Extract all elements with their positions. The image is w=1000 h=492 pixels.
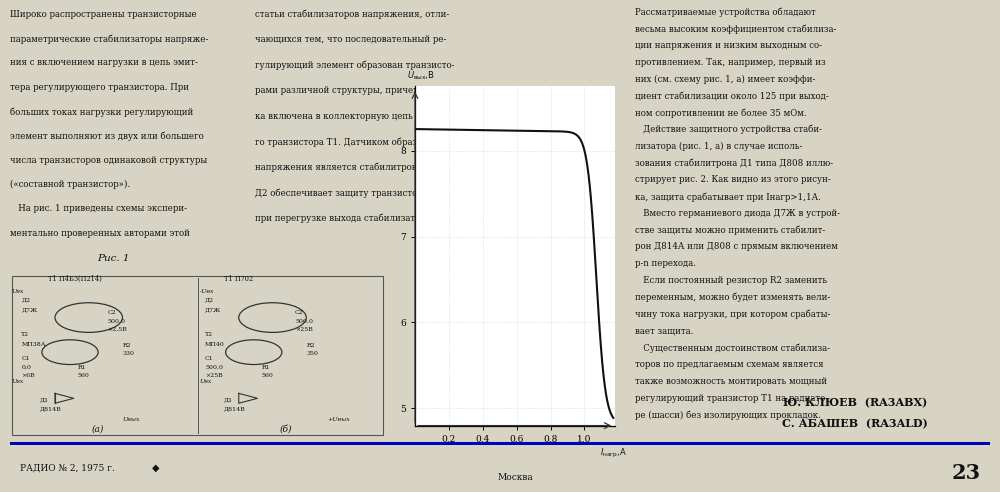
Text: стве защиты можно применить стабилит-: стве защиты можно применить стабилит-: [635, 226, 825, 235]
Text: Рис. 1: Рис. 1: [97, 254, 130, 263]
Text: рон Д814А или Д808 с прямым включением: рон Д814А или Д808 с прямым включением: [635, 243, 838, 251]
Text: рами различной структуры, причем нагруз-: рами различной структуры, причем нагруз-: [255, 87, 456, 95]
Text: Uвых: Uвых: [122, 417, 140, 423]
Text: $U_{\sf вых}$,В: $U_{\sf вых}$,В: [407, 69, 434, 82]
Text: T2: T2: [21, 332, 29, 337]
Text: элемент выполняют из двух или большего: элемент выполняют из двух или большего: [10, 131, 204, 141]
Text: вает защита.: вает защита.: [635, 326, 693, 336]
Text: 500,0: 500,0: [108, 318, 126, 324]
Text: чающихся тем, что последовательный ре-: чающихся тем, что последовательный ре-: [255, 35, 446, 44]
Text: 330: 330: [122, 351, 134, 357]
Text: торов по предлагаемым схемам является: торов по предлагаемым схемам является: [635, 360, 824, 369]
Text: T1 П702: T1 П702: [224, 276, 253, 283]
Text: Д2 обеспечивает защиту транзистора Т1: Д2 обеспечивает защиту транзистора Т1: [255, 188, 442, 198]
Text: ка включена в коллекторную цепь мощно-: ка включена в коллекторную цепь мощно-: [255, 112, 449, 121]
Text: R2: R2: [122, 343, 131, 348]
Text: 500,0: 500,0: [295, 318, 313, 324]
Text: 560: 560: [78, 373, 89, 378]
Text: напряжения является стабилитрон Д1, диод: напряжения является стабилитрон Д1, диод: [255, 163, 460, 172]
Text: МП38А: МП38А: [21, 341, 46, 346]
Text: ре (шасси) без изолирующих прокладок.: ре (шасси) без изолирующих прокладок.: [635, 410, 821, 420]
Text: зования стабилитрона Д1 типа Д808 иллю-: зования стабилитрона Д1 типа Д808 иллю-: [635, 158, 833, 168]
Text: C2: C2: [108, 310, 116, 315]
Text: +Uвых: +Uвых: [327, 417, 350, 423]
Text: регулирующий транзистор Т1 на радиато-: регулирующий транзистор Т1 на радиато-: [635, 394, 828, 402]
Text: На рис. 1 приведены схемы экспери-: На рис. 1 приведены схемы экспери-: [10, 205, 187, 214]
Text: T2: T2: [205, 332, 213, 337]
Text: ментально проверенных авторами этой: ментально проверенных авторами этой: [10, 229, 190, 238]
Text: тера регулирующего транзистора. При: тера регулирующего транзистора. При: [10, 83, 189, 92]
Text: ка, защита срабатывает при Iнагр>1,1А.: ка, защита срабатывает при Iнагр>1,1А.: [635, 192, 821, 202]
Text: го транзистора Т1. Датчиком образцового: го транзистора Т1. Датчиком образцового: [255, 137, 447, 147]
Text: переменным, можно будет изменять вели-: переменным, можно будет изменять вели-: [635, 293, 830, 302]
Text: («составной транзистор»).: («составной транзистор»).: [10, 180, 130, 189]
Text: ×25В: ×25В: [295, 327, 313, 332]
Text: гулирующий элемент образован транзисто-: гулирующий элемент образован транзисто-: [255, 61, 454, 70]
Text: ции напряжения и низким выходным со-: ции напряжения и низким выходным со-: [635, 41, 822, 50]
Text: лизатора (рис. 1, а) в случае исполь-: лизатора (рис. 1, а) в случае исполь-: [635, 142, 802, 151]
Text: Д7Ж: Д7Ж: [21, 307, 38, 312]
Text: Рассматриваемые устройства обладают: Рассматриваемые устройства обладают: [635, 7, 816, 17]
Text: 23: 23: [951, 463, 980, 483]
Text: (а): (а): [92, 424, 104, 433]
Text: них (см. схему рис. 1, а) имеет коэффи-: них (см. схему рис. 1, а) имеет коэффи-: [635, 74, 815, 84]
Text: T1 П4БЗ(П214): T1 П4БЗ(П214): [48, 276, 101, 283]
Text: Д1: Д1: [224, 398, 233, 402]
Text: Д7Ж: Д7Ж: [205, 307, 221, 312]
Text: Широко распространены транзисторные: Широко распространены транзисторные: [10, 10, 197, 19]
Text: Д814В: Д814В: [224, 406, 245, 411]
Text: Д1: Д1: [40, 398, 49, 402]
Text: Uвх: Uвх: [12, 379, 24, 384]
Text: R1: R1: [78, 365, 86, 369]
Text: стрирует рис. 2. Как видно из этого рисун-: стрирует рис. 2. Как видно из этого рису…: [635, 175, 831, 184]
Text: Д814В: Д814В: [40, 406, 62, 411]
Text: циент стабилизации около 125 при выход-: циент стабилизации около 125 при выход-: [635, 92, 829, 101]
Text: при перегрузке выхода стабилизатора.: при перегрузке выхода стабилизатора.: [255, 214, 434, 223]
Text: 560: 560: [261, 373, 273, 378]
Text: 0,0: 0,0: [21, 365, 31, 369]
Text: Вместо германиевого диода Д7Ж в устрой-: Вместо германиевого диода Д7Ж в устрой-: [635, 209, 840, 218]
Text: Д2: Д2: [21, 297, 30, 302]
Text: 350: 350: [306, 351, 318, 357]
Text: C1: C1: [205, 356, 214, 362]
Text: C1: C1: [21, 356, 30, 362]
Text: Действие защитного устройства стаби-: Действие защитного устройства стаби-: [635, 125, 822, 134]
Text: C2: C2: [295, 310, 304, 315]
Text: $I_{\sf нагр}$,А: $I_{\sf нагр}$,А: [600, 447, 627, 460]
Text: -Uвх: -Uвх: [199, 289, 214, 294]
Text: 500,0: 500,0: [205, 365, 223, 369]
Text: Рис. 2: Рис. 2: [501, 254, 534, 263]
Text: ×6В: ×6В: [21, 373, 35, 378]
Text: Ю. КЛЮЕВ  (RA3ABX): Ю. КЛЮЕВ (RA3ABX): [783, 397, 927, 408]
Text: числа транзисторов одинаковой структуры: числа транзисторов одинаковой структуры: [10, 156, 207, 165]
Text: p-n перехода.: p-n перехода.: [635, 259, 696, 268]
Text: параметрические стабилизаторы напряже-: параметрические стабилизаторы напряже-: [10, 34, 208, 44]
Text: Д2: Д2: [205, 297, 214, 302]
Text: чину тока нагрузки, при котором срабаты-: чину тока нагрузки, при котором срабаты-: [635, 309, 830, 319]
Text: больших токах нагрузки регулирующий: больших токах нагрузки регулирующий: [10, 107, 193, 117]
Text: Если постоянный резистор R2 заменить: Если постоянный резистор R2 заменить: [635, 276, 827, 285]
Text: С. АБАШЕВ  (RA3ALD): С. АБАШЕВ (RA3ALD): [782, 419, 928, 430]
Text: также возможность монтировать мощный: также возможность монтировать мощный: [635, 377, 827, 386]
Text: ◆: ◆: [152, 463, 160, 473]
Text: ном сопротивлении не более 35 мОм.: ном сопротивлении не более 35 мОм.: [635, 108, 807, 118]
Text: МП40: МП40: [205, 341, 225, 346]
Text: Uвх: Uвх: [12, 289, 24, 294]
Text: R1: R1: [261, 365, 270, 369]
Text: (б): (б): [279, 424, 292, 433]
Text: Москва: Москва: [497, 473, 533, 482]
Text: противлением. Так, например, первый из: противлением. Так, например, первый из: [635, 58, 826, 67]
Text: R2: R2: [306, 343, 315, 348]
Text: РАДИО № 2, 1975 г.: РАДИО № 2, 1975 г.: [20, 463, 115, 472]
Text: ×2,5В: ×2,5В: [108, 327, 127, 332]
Text: статьи стабилизаторов напряжения, отли-: статьи стабилизаторов напряжения, отли-: [255, 10, 449, 19]
Text: ×25В: ×25В: [205, 373, 223, 378]
Text: Uвх: Uвх: [199, 379, 212, 384]
Text: ния с включением нагрузки в цепь эмит-: ния с включением нагрузки в цепь эмит-: [10, 59, 198, 67]
Text: Существенным достоинством стабилиза-: Существенным достоинством стабилиза-: [635, 343, 830, 353]
Text: весьма высоким коэффициентом стабилиза-: весьма высоким коэффициентом стабилиза-: [635, 24, 836, 33]
